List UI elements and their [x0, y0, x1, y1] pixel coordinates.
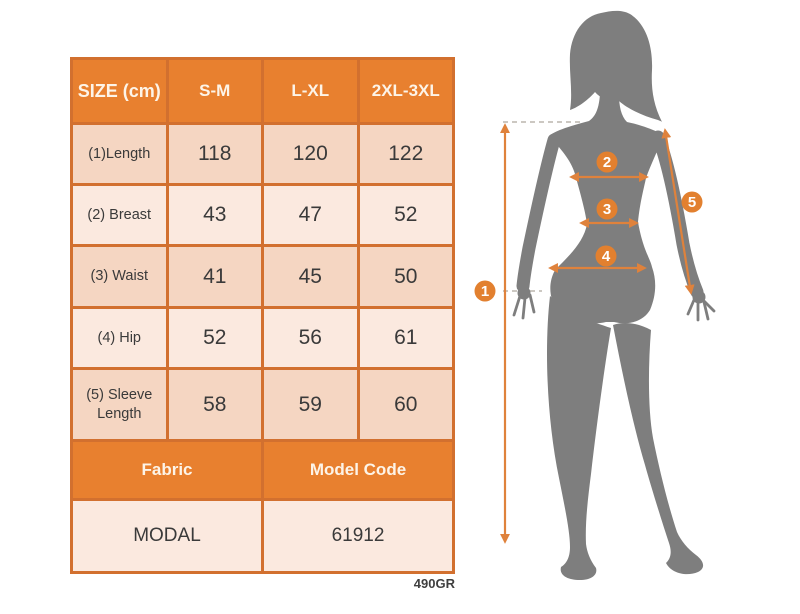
fabric-value: MODAL: [73, 501, 261, 571]
row-label-breast: (2) Breast: [73, 186, 166, 244]
silhouette-right-leg: [613, 322, 704, 575]
length-lxl: 120: [264, 125, 357, 183]
badge-1: 1: [474, 280, 496, 302]
badge-2-number: 2: [603, 154, 611, 171]
measurement-arrows: [500, 123, 695, 544]
badge-3: 3: [596, 198, 618, 220]
row-label-waist: (3) Waist: [73, 247, 166, 306]
row-label-hip: (4) Hip: [73, 309, 166, 367]
breast-2xl3xl: 52: [359, 186, 452, 244]
waist-sm: 41: [168, 247, 261, 306]
badge-5-number: 5: [688, 194, 696, 211]
size-table: SIZE (cm) S-M L-XL 2XL-3XL (1)Length 118…: [70, 57, 455, 574]
sleeve-arrow: [661, 128, 695, 295]
badge-4-number: 4: [602, 248, 611, 265]
hip-lxl: 56: [264, 309, 357, 367]
left-hand-fingers: [512, 293, 536, 320]
silhouette-left-leg: [547, 296, 611, 580]
model-code-value: 61912: [264, 501, 452, 571]
size-header-cell: SIZE (cm): [73, 60, 166, 122]
model-code-header: Model Code: [264, 442, 452, 498]
column-header-sm: S-M: [168, 60, 261, 122]
waist-2xl3xl: 50: [359, 247, 452, 306]
hip-2xl3xl: 61: [359, 309, 452, 367]
sleeve-2xl3xl: 60: [359, 370, 452, 439]
measurement-badges: 1 2 3 4 5: [474, 151, 703, 302]
woman-silhouette: [512, 10, 716, 580]
sleeve-sm: 58: [168, 370, 261, 439]
badge-5: 5: [681, 191, 703, 213]
row-label-length: (1)Length: [73, 125, 166, 183]
fabric-header: Fabric: [73, 442, 261, 498]
length-2xl3xl: 122: [359, 125, 452, 183]
right-hand-fingers: [686, 297, 716, 322]
column-header-2xl3xl: 2XL-3XL: [359, 60, 452, 122]
silhouette-left-arm: [516, 133, 561, 293]
length-sm: 118: [168, 125, 261, 183]
row-label-sleeve-length: (5) Sleeve Length: [73, 370, 166, 439]
breast-lxl: 47: [264, 186, 357, 244]
weight-note: 490GR: [413, 576, 455, 591]
hip-sm: 52: [168, 309, 261, 367]
column-header-lxl: L-XL: [264, 60, 357, 122]
sleeve-lxl: 59: [264, 370, 357, 439]
waist-lxl: 45: [264, 247, 357, 306]
breast-sm: 43: [168, 186, 261, 244]
silhouette-head: [569, 10, 662, 123]
badge-2: 2: [596, 151, 618, 173]
badge-3-number: 3: [603, 201, 611, 218]
badge-4: 4: [595, 245, 617, 267]
badge-1-number: 1: [481, 283, 489, 300]
